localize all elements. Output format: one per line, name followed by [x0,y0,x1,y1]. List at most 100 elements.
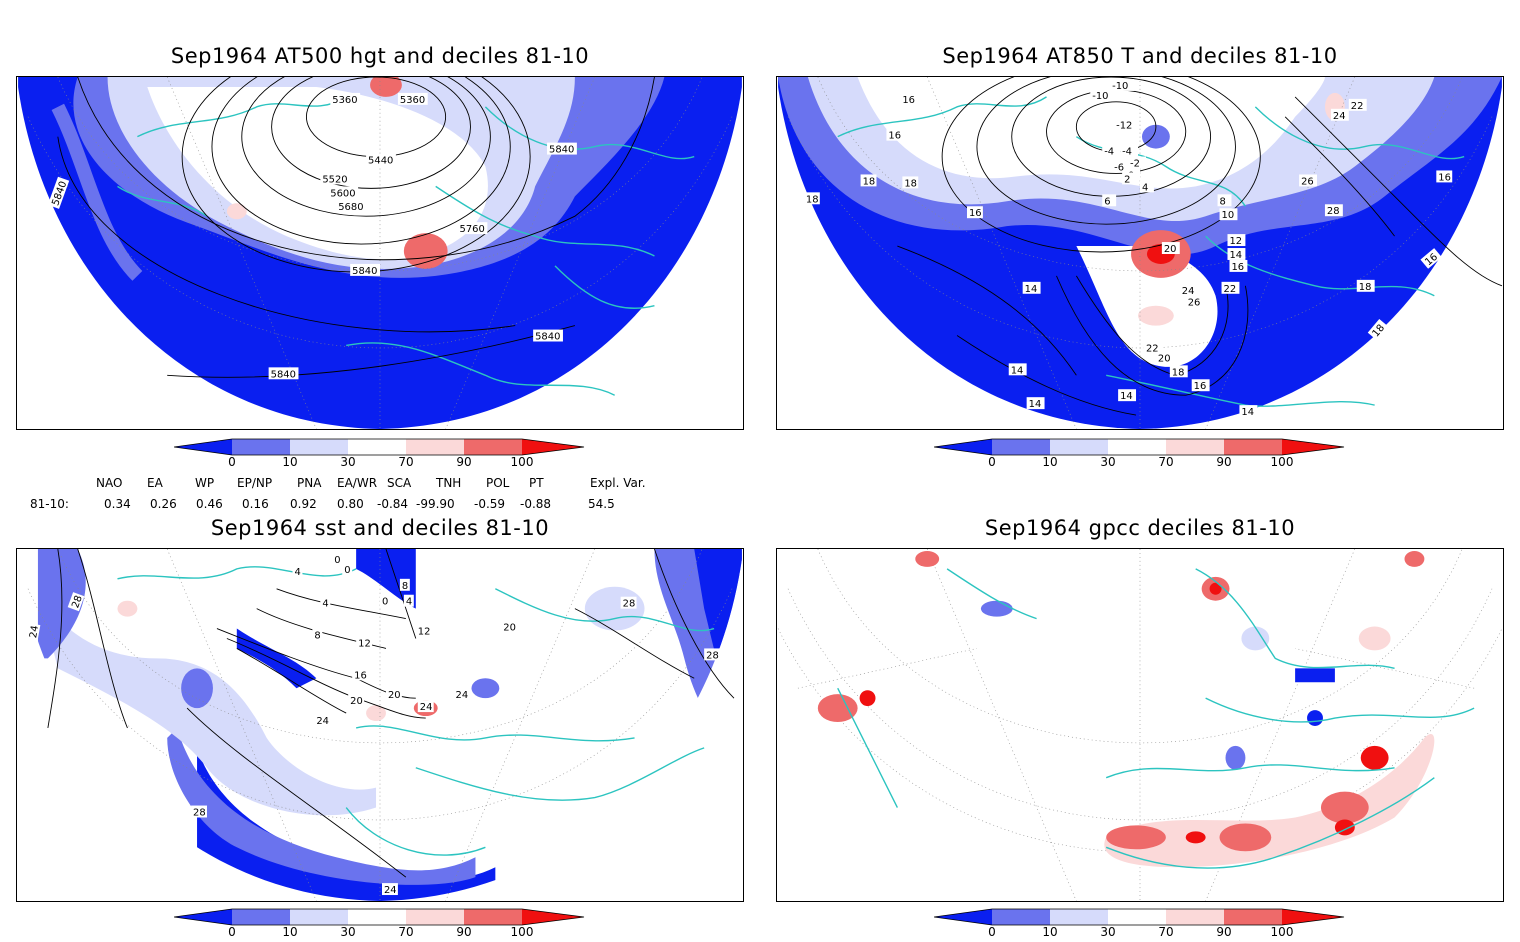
contour-label: 18 [904,178,917,189]
sst-coastlines [117,566,715,856]
sst-colorbar: 0 10 30 70 90 100 [174,908,594,942]
contour-label: 5360 [332,95,357,106]
contour-label: 24 [316,716,329,727]
contour-label: 14 [1229,250,1242,261]
t850-map-panel: 16 16 18 18 18 16 16 -10 -10 -12 -4 -2 -… [776,76,1504,430]
colorbar-label: 70 [1158,455,1174,469]
colorbar-label: 90 [456,925,472,939]
contour-label: 28 [623,599,636,610]
contour-label: 5600 [330,188,355,199]
contour-label: 6 [1104,196,1110,207]
t850-title: Sep1964 AT850 T and deciles 81-10 [942,44,1338,68]
gpcc-colorbar: 0 10 30 70 90 100 [934,908,1354,942]
colorbar-label: 100 [1270,925,1294,939]
index-header: POL [486,476,510,490]
hgt500-colorbar: 0 10 30 70 90 100 [174,438,594,472]
colorbar-label: 30 [1100,455,1116,469]
colorbar-label: 100 [1270,455,1294,469]
contour-label: -10 [1092,91,1108,102]
colorbar-label: 10 [282,925,298,939]
index-value: -0.88 [520,497,552,511]
index-header: TNH [436,476,462,490]
contour-label: 20 [1164,244,1177,255]
contour-label: -10 [1112,81,1128,92]
contour-label: 24 [1182,286,1195,297]
contour-label: 5840 [535,332,560,343]
gpcc-anomaly-patches [817,550,1435,868]
contour-label: 26 [1188,298,1201,309]
contour-label: 0 [334,555,340,566]
contour-label: 24 [28,625,41,639]
hgt500-coastlines [117,96,695,396]
contour-label: 12 [418,627,431,638]
contour-label: 10 [1222,210,1235,221]
contour-label: 5680 [338,202,363,213]
index-header: EP/NP [237,476,273,490]
contour-label: 24 [384,885,397,896]
contour-label: 18 [1359,282,1372,293]
index-value: -0.84 [377,497,409,511]
index-header: NAO [96,476,123,490]
contour-label: 16 [354,670,367,681]
contour-label: 28 [70,594,85,610]
contour-label: 2 [1124,174,1130,185]
hgt500-map-panel: 5360 5360 5440 5520 5600 5680 5760 5840 … [16,76,744,430]
contour-label: 20 [1158,353,1171,364]
contour-label: 5440 [368,156,393,167]
colorbar-label: 90 [1216,925,1232,939]
contour-label: 5840 [271,369,296,380]
hgt500-contour-labels: 5360 5360 5440 5520 5600 5680 5760 5840 … [47,92,577,380]
colorbar-label: 70 [1158,925,1174,939]
contour-label: 16 [1231,262,1244,273]
index-header: WP [195,476,215,490]
colorbar-label: 30 [340,925,356,939]
contour-label: 28 [193,807,206,818]
index-value: 54.5 [588,497,615,511]
contour-label: 14 [1241,407,1254,418]
index-header: Expl. Var. [590,476,646,490]
contour-label: 14 [1025,284,1038,295]
sst-contour-labels: 0 0 4 0 4 8 4 8 12 12 16 20 20 24 24 24 … [25,552,721,896]
colorbar-label: 0 [228,925,236,939]
contour-label: 26 [1301,176,1314,187]
contour-label: 24 [1333,111,1346,122]
contour-label: 14 [1029,399,1042,410]
hgt500-contours [57,77,655,378]
index-header: PT [529,476,544,490]
contour-label: 5520 [322,174,347,185]
index-header: PNA [297,476,322,490]
contour-label: 8 [1220,196,1226,207]
contour-label: 24 [456,690,469,701]
contour-label: 5840 [352,266,377,277]
index-value: 0.46 [196,497,223,511]
gpcc-map [777,549,1503,901]
contour-label: 4 [1142,182,1148,193]
contour-label: 12 [1229,236,1242,247]
contour-label: 20 [388,690,401,701]
contour-label: 12 [358,638,371,649]
index-value: -0.59 [474,497,506,511]
contour-label: -6 [1114,162,1124,173]
contour-label: 5840 [549,145,574,156]
colorbar-label: 0 [988,455,996,469]
contour-label: 28 [1327,206,1340,217]
hgt500-map: 5360 5360 5440 5520 5600 5680 5760 5840 … [18,77,742,429]
t850-colorbar: 0 10 30 70 90 100 [934,438,1354,472]
colorbar-label: 100 [510,455,534,469]
contour-label: 14 [1120,391,1133,402]
gpcc-title: Sep1964 gpcc deciles 81-10 [984,516,1296,540]
t850-contours [897,77,1503,416]
contour-label: 0 [344,565,350,576]
gpcc-map-panel [776,548,1504,902]
colorbar-label: 30 [1100,925,1116,939]
colorbar-label: 0 [988,925,996,939]
contour-label: 4 [322,599,328,610]
index-row-label: 81-10: [30,497,69,511]
contour-label: 18 [806,194,819,205]
contour-label: 18 [863,176,876,187]
gpcc-coastlines [837,568,1475,869]
t850-contour-labels: 16 16 18 18 18 16 16 -10 -10 -12 -4 -2 -… [803,78,1453,418]
colorbar-label: 90 [456,455,472,469]
colorbar-label: 10 [1042,455,1058,469]
index-value: 0.16 [242,497,269,511]
